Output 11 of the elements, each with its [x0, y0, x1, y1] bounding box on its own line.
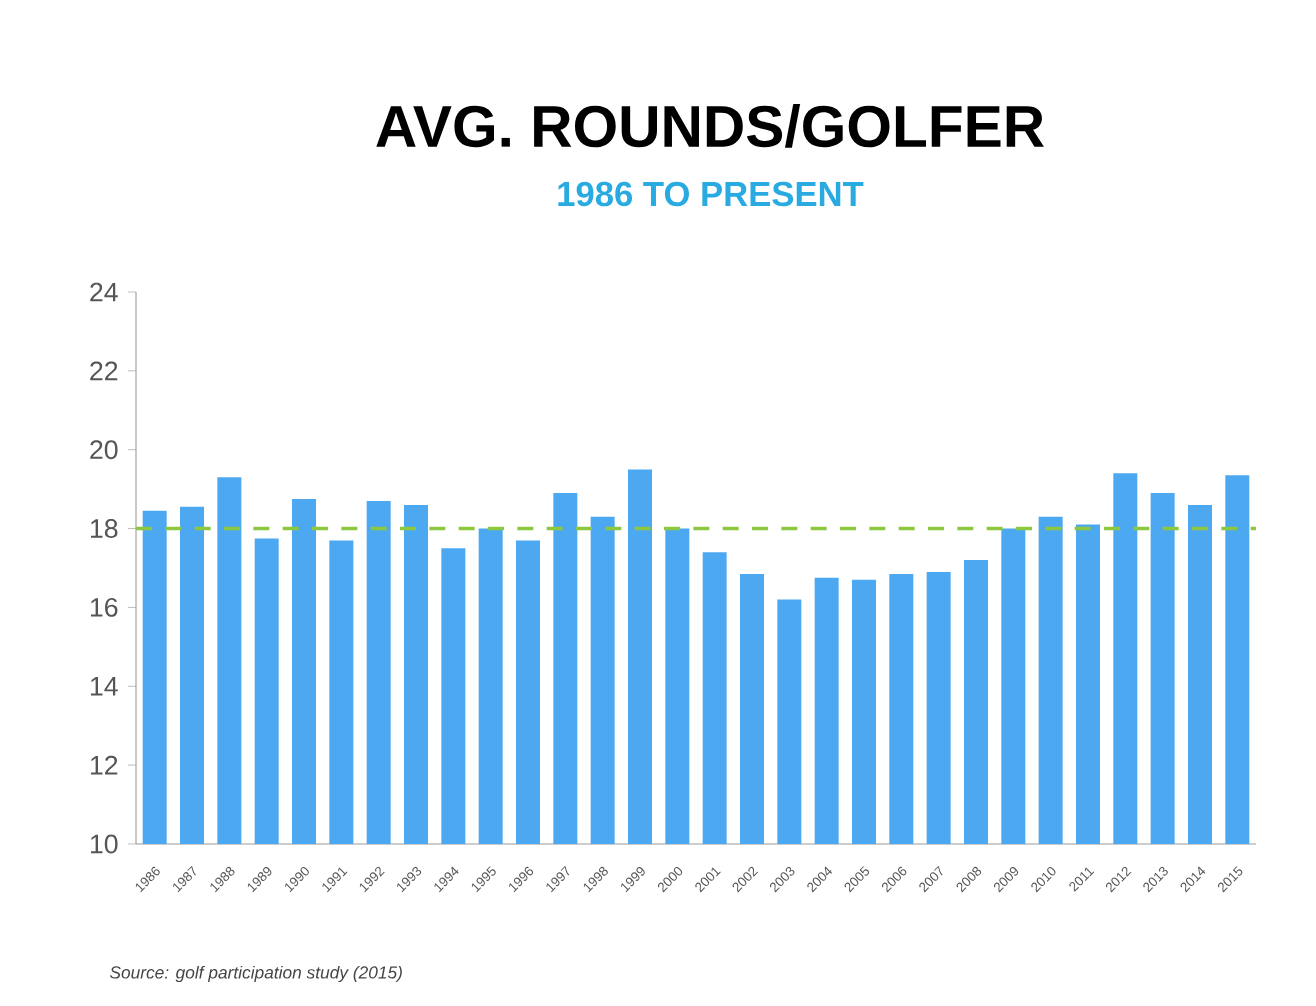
- chart-title: AVG. ROUNDS/GOLFER: [376, 104, 1044, 148]
- chart-subtitle: 1986 TO PRESENT: [558, 181, 864, 207]
- y-tick-label: 12: [90, 755, 118, 775]
- y-tick-label: 22: [90, 361, 118, 381]
- y-tick-label: 10: [90, 834, 118, 854]
- y-tick-label: 16: [90, 597, 118, 617]
- y-tick-label: 20: [90, 440, 118, 460]
- y-tick-label: 14: [90, 677, 118, 696]
- y-tick-label: 24: [90, 282, 118, 302]
- source-note: Source: golf participation study (2015): [109, 965, 402, 983]
- y-tick-label: 18: [90, 519, 118, 538]
